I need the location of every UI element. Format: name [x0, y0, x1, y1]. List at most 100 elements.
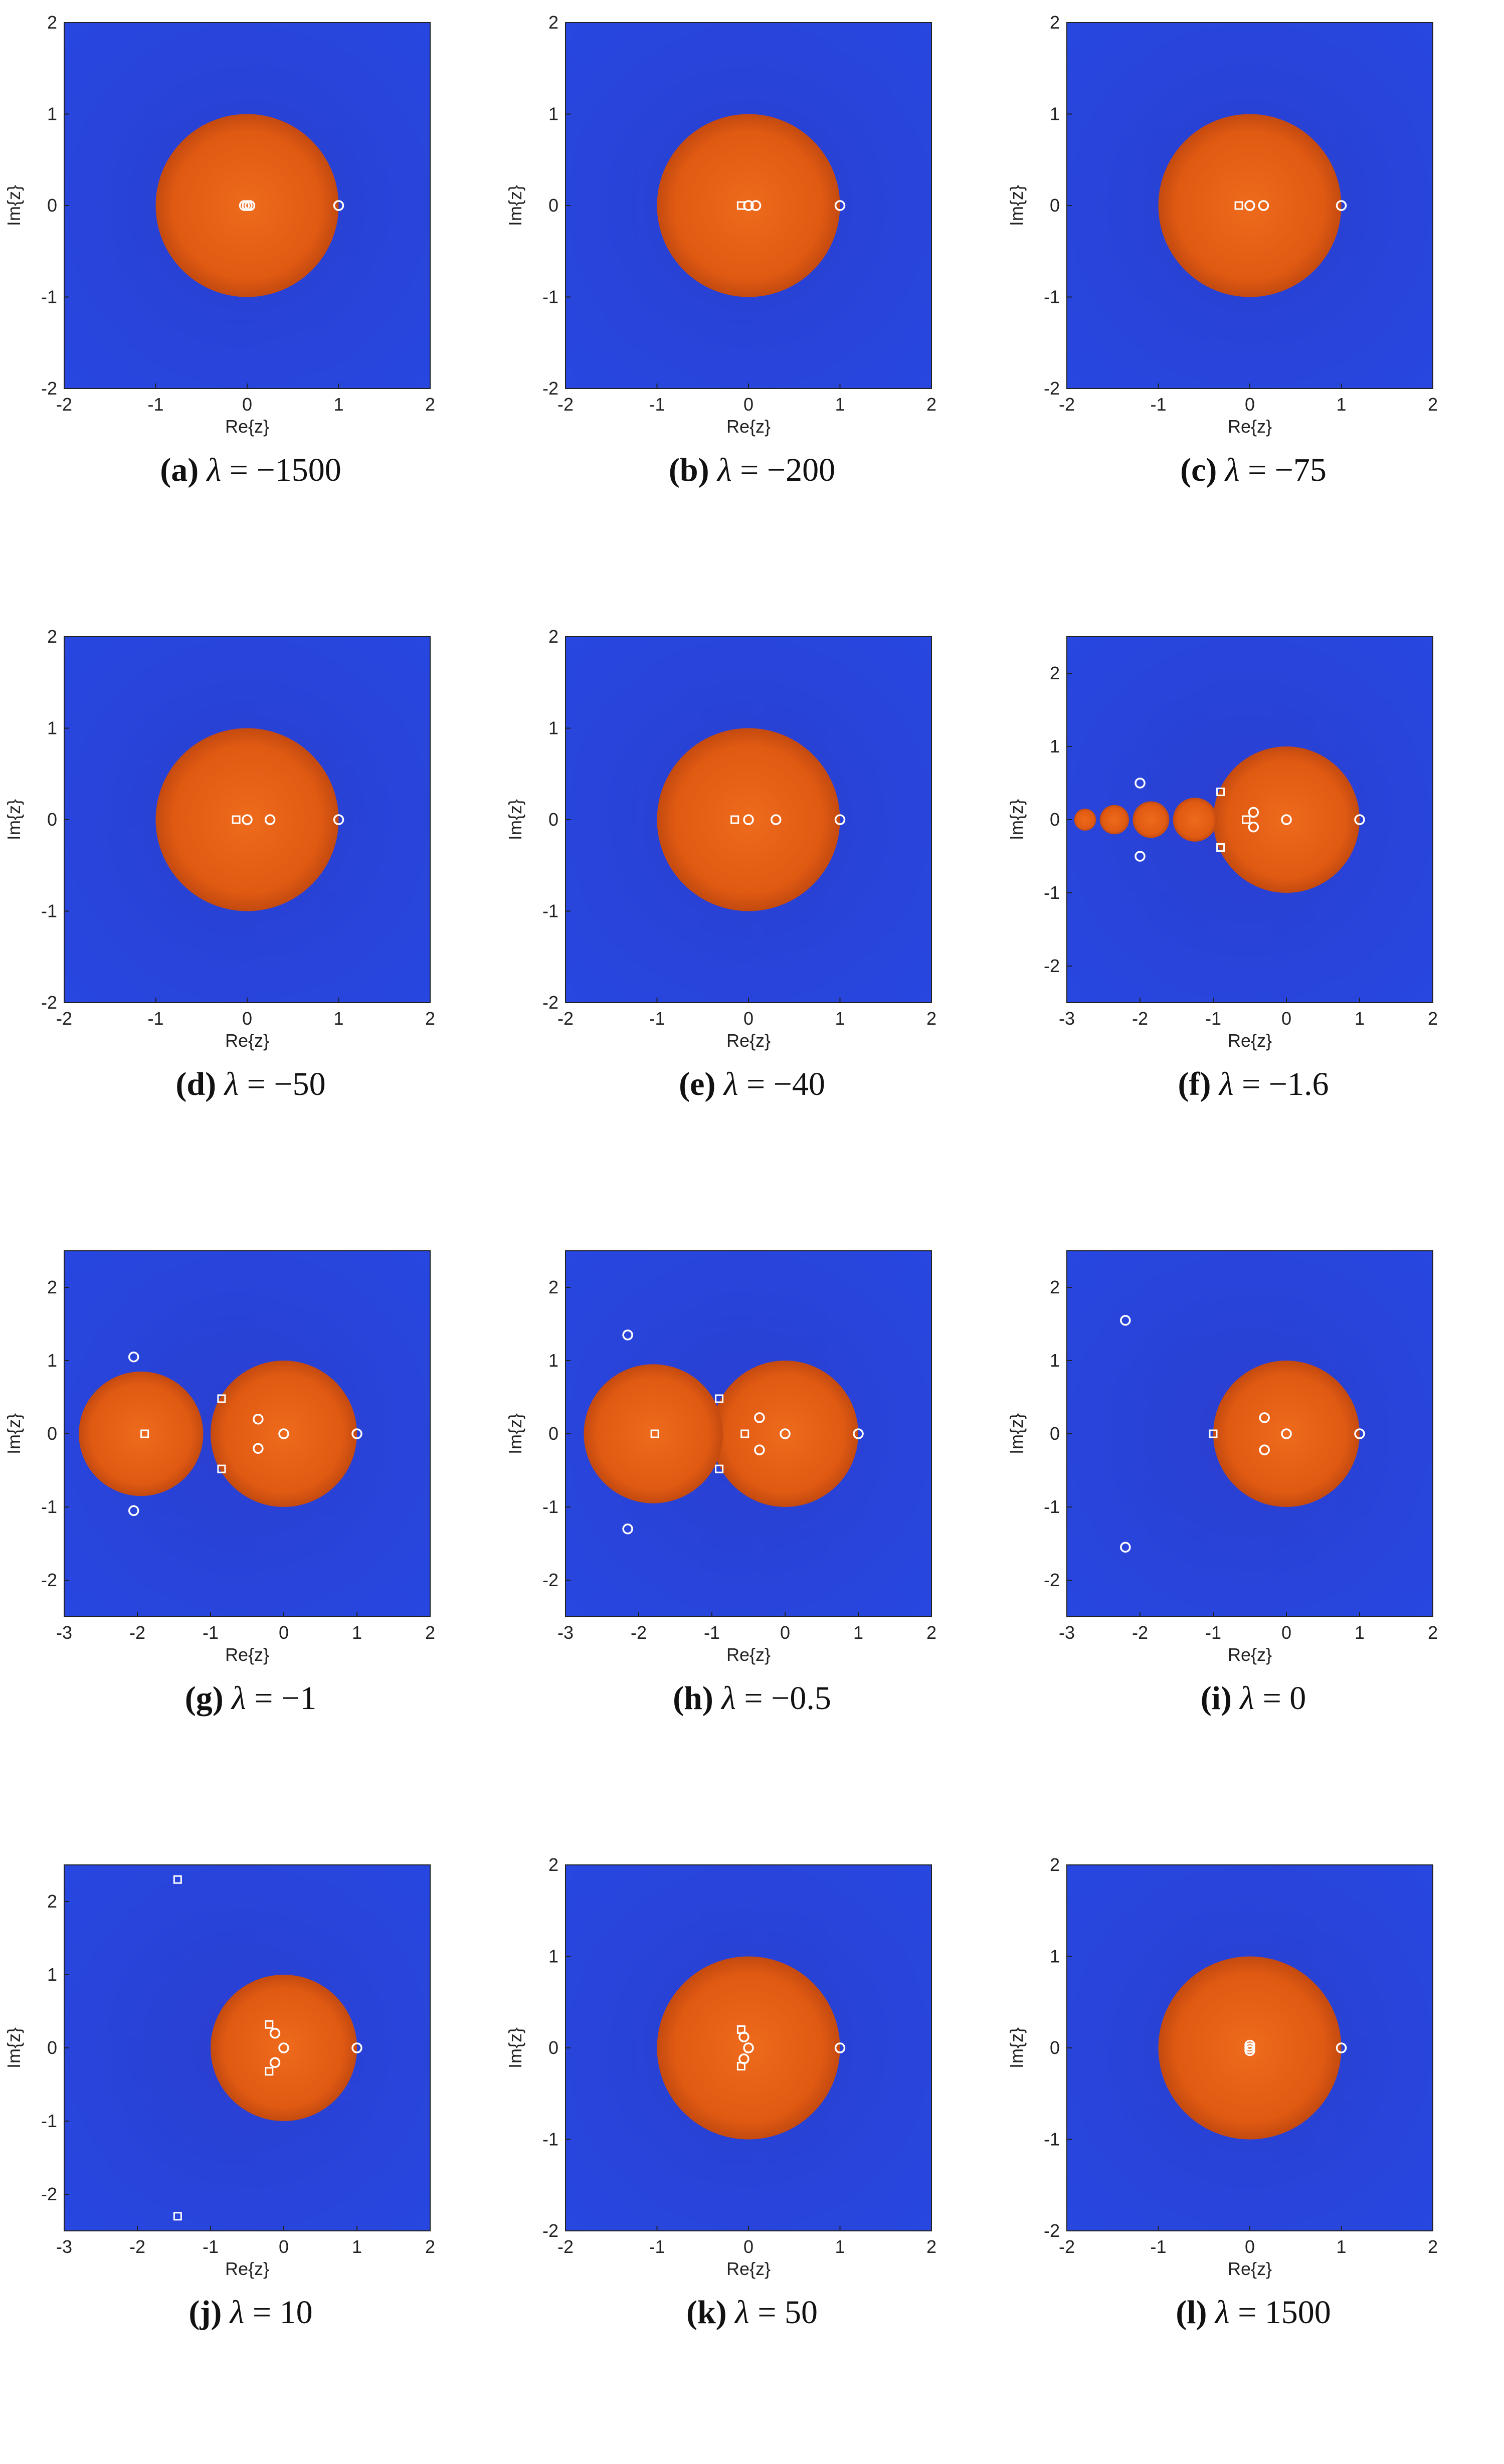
x-tick-label: -1	[203, 1622, 219, 1643]
y-tick-label: -1	[1044, 2129, 1060, 2150]
x-tick-label: -2	[557, 394, 574, 415]
circle-marker	[834, 814, 846, 825]
circle-marker	[244, 200, 256, 211]
x-tick-label: 2	[926, 1008, 936, 1029]
circle-marker	[754, 1412, 765, 1423]
circle-marker	[1244, 200, 1255, 211]
y-tick-label: 1	[548, 104, 558, 124]
x-axis-label: Re{z}	[225, 1644, 269, 1665]
circle-marker	[622, 1330, 633, 1341]
x-axis-label: Re{z}	[726, 2258, 771, 2279]
y-tick-label: 1	[47, 718, 57, 738]
y-tick-label: 0	[548, 2037, 558, 2058]
plot-j: -3 -2 -1 0 1 2 -2 -1 0 1 2 Re{z} Im{z}	[4, 1864, 435, 2279]
y-tick-label: 0	[47, 195, 57, 216]
plot-a: -2 -1 0 1 2 -2 -1 0 1 2 Re{z} Im{z}	[4, 12, 435, 437]
x-tick-label: 1	[352, 2236, 362, 2257]
x-axis-label: Re{z}	[1228, 416, 1272, 437]
plot-k: -2 -1 0 1 2 -2 -1 0 1 2 Re{z} Im{z}	[505, 1854, 936, 2279]
y-tick-label: 2	[1050, 1277, 1060, 1297]
caption-lambda-value: = 0	[1254, 1680, 1306, 1717]
circle-marker	[128, 1505, 139, 1517]
circle-marker	[1336, 200, 1347, 211]
basin-disk	[1133, 801, 1170, 838]
basin-disk	[1213, 746, 1360, 893]
plot-b: -2 -1 0 1 2 -2 -1 0 1 2 Re{z} Im{z}	[505, 12, 936, 437]
panel-i: -3 -2 -1 0 1 2 -2 -1 0 1 2 Re{z} Im{z} (i) λ = 0	[1003, 1228, 1504, 1850]
y-tick-label: 1	[548, 1946, 558, 1967]
x-tick-label: 1	[1336, 2236, 1346, 2257]
plot-g: -3 -2 -1 0 1 2 -2 -1 0 1 2 Re{z} Im{z}	[4, 1250, 435, 1665]
panel-d: -2 -1 0 1 2 -2 -1 0 1 2 Re{z} Im{z} (d) λ = −50	[0, 614, 501, 1236]
x-axis-label: Re{z}	[225, 1030, 269, 1051]
x-tick-label: 0	[743, 394, 754, 415]
square-marker	[715, 1394, 724, 1403]
y-tick-label: -1	[542, 901, 558, 921]
y-tick-label: -2	[1044, 2220, 1060, 2241]
x-tick-label: -2	[631, 1622, 647, 1643]
circle-marker	[1248, 807, 1259, 818]
caption-letter: (l)	[1176, 2294, 1207, 2331]
x-tick-label: 0	[1245, 2236, 1255, 2257]
square-marker	[736, 2062, 745, 2070]
panel-caption: (e) λ = −40	[501, 1065, 1003, 1103]
basin-disk	[1099, 805, 1130, 835]
circle-marker	[351, 2042, 362, 2053]
panel-caption: (c) λ = −75	[1003, 451, 1504, 489]
panel-caption: (f) λ = −1.6	[1003, 1065, 1504, 1103]
y-tick-label: 2	[1050, 663, 1060, 683]
panel-caption: (b) λ = −200	[501, 451, 1003, 489]
square-marker	[173, 2212, 182, 2221]
x-tick-label: 0	[780, 1622, 790, 1643]
square-marker	[1209, 1429, 1218, 1438]
x-tick-label: -2	[557, 1008, 574, 1029]
basin-disk	[584, 1364, 723, 1503]
y-tick-label: 1	[47, 1350, 57, 1371]
basin-disk	[1074, 809, 1096, 831]
x-axis-label: Re{z}	[225, 2258, 269, 2279]
y-tick-label: -1	[1044, 882, 1060, 903]
circle-marker	[264, 814, 276, 825]
x-tick-label: -1	[147, 1008, 163, 1029]
x-tick-label: 1	[333, 1008, 343, 1029]
x-tick-label: 1	[853, 1622, 863, 1643]
x-tick-label: -1	[1150, 394, 1166, 415]
x-tick-label: 0	[279, 2236, 289, 2257]
caption-lambda-value: = −200	[731, 452, 836, 488]
square-marker	[1216, 788, 1225, 797]
x-tick-label: -2	[129, 1622, 145, 1643]
x-tick-label: 1	[333, 394, 343, 415]
panel-f: -3 -2 -1 0 1 2 -2 -1 0 1 2 Re{z} Im{z} (f) λ = −1.6	[1003, 614, 1504, 1236]
y-axis-label: Im{z}	[4, 1413, 24, 1454]
x-tick-label: -1	[1205, 1008, 1221, 1029]
circle-marker	[743, 814, 754, 825]
circle-marker	[1281, 1428, 1292, 1439]
panel-caption: (k) λ = 50	[501, 2294, 1003, 2332]
panel-g: -3 -2 -1 0 1 2 -2 -1 0 1 2 Re{z} Im{z} (g) λ = −1	[0, 1228, 501, 1850]
y-tick-label: 1	[548, 1350, 558, 1371]
y-axis-label: Im{z}	[4, 799, 24, 840]
square-marker	[730, 815, 739, 824]
panel-caption: (i) λ = 0	[1003, 1679, 1504, 1718]
x-tick-label: 1	[1336, 394, 1346, 415]
circle-marker	[278, 1428, 289, 1439]
basin-disk	[712, 1361, 858, 1507]
x-tick-label: -2	[1132, 1008, 1148, 1029]
x-axis-label: Re{z}	[726, 1644, 771, 1665]
y-tick-label: 0	[1050, 1423, 1060, 1444]
x-tick-label: 1	[835, 394, 845, 415]
circle-marker	[750, 200, 762, 211]
x-tick-label: 2	[425, 394, 435, 415]
circle-marker	[1354, 1428, 1365, 1439]
caption-lambda-value: = −50	[239, 1066, 326, 1102]
circle-marker	[269, 2028, 281, 2039]
x-tick-label: -2	[1132, 1622, 1148, 1643]
caption-lambda-value: = 10	[244, 2294, 313, 2331]
caption-lambda-symbol: λ	[216, 1066, 239, 1102]
caption-lambda-symbol: λ	[1217, 452, 1240, 488]
y-tick-label: -1	[41, 287, 57, 307]
panel-e: -2 -1 0 1 2 -2 -1 0 1 2 Re{z} Im{z} (e) λ = −40	[501, 614, 1003, 1236]
y-tick-label: -1	[1044, 1496, 1060, 1517]
caption-lambda-symbol: λ	[199, 452, 222, 488]
x-tick-label: 2	[926, 2236, 936, 2257]
